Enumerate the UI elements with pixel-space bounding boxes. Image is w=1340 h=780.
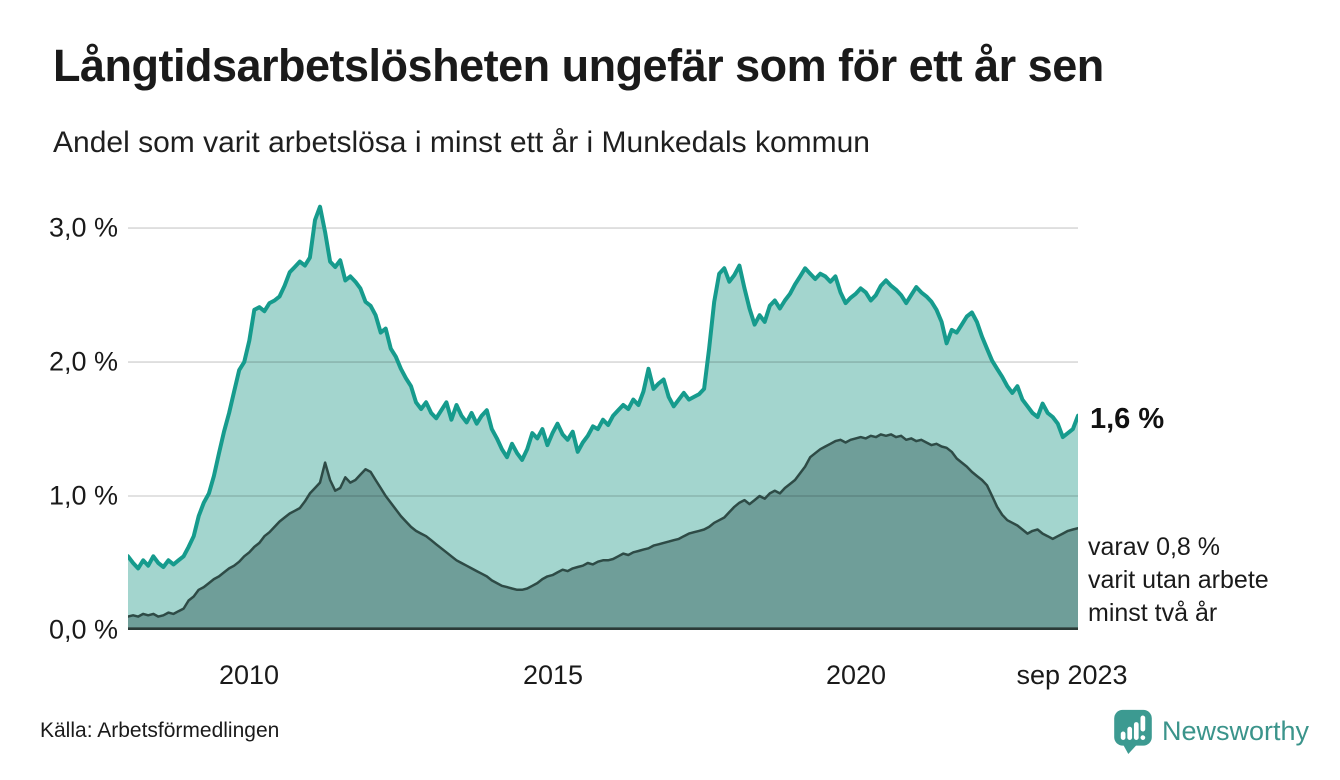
source-label: Källa: Arbetsförmedlingen xyxy=(40,719,280,742)
page-title: Långtidsarbetslösheten ungefär som för e… xyxy=(53,40,1104,91)
x-tick-label: sep 2023 xyxy=(1016,660,1128,690)
y-tick-label: 3,0 % xyxy=(48,212,118,243)
newsworthy-logo-icon xyxy=(1112,708,1154,760)
page-subtitle: Andel som varit arbetslösa i minst ett å… xyxy=(53,126,870,159)
secondary-annotation-line: minst två år xyxy=(1088,599,1218,627)
newsworthy-logo: Newsworthy xyxy=(1112,708,1309,760)
x-tick-label: 2010 xyxy=(218,660,280,690)
secondary-annotation: varav 0,8 % varit utan arbete minst två … xyxy=(1088,531,1269,630)
y-tick-label: 0,0 % xyxy=(48,614,118,645)
x-tick-label: 2015 xyxy=(522,660,584,690)
secondary-annotation-line: varit utan arbete xyxy=(1088,566,1269,594)
x-tick-label: 2020 xyxy=(825,660,887,690)
chart-plot-area xyxy=(128,200,1078,630)
secondary-annotation-line: varav 0,8 % xyxy=(1088,533,1221,561)
y-tick-label: 2,0 % xyxy=(48,346,118,377)
plot-svg xyxy=(128,204,1078,630)
last-value-label: 1,6 % xyxy=(1090,403,1165,435)
y-tick-label: 1,0 % xyxy=(48,480,118,511)
newsworthy-brand-text: Newsworthy xyxy=(1162,716,1310,746)
